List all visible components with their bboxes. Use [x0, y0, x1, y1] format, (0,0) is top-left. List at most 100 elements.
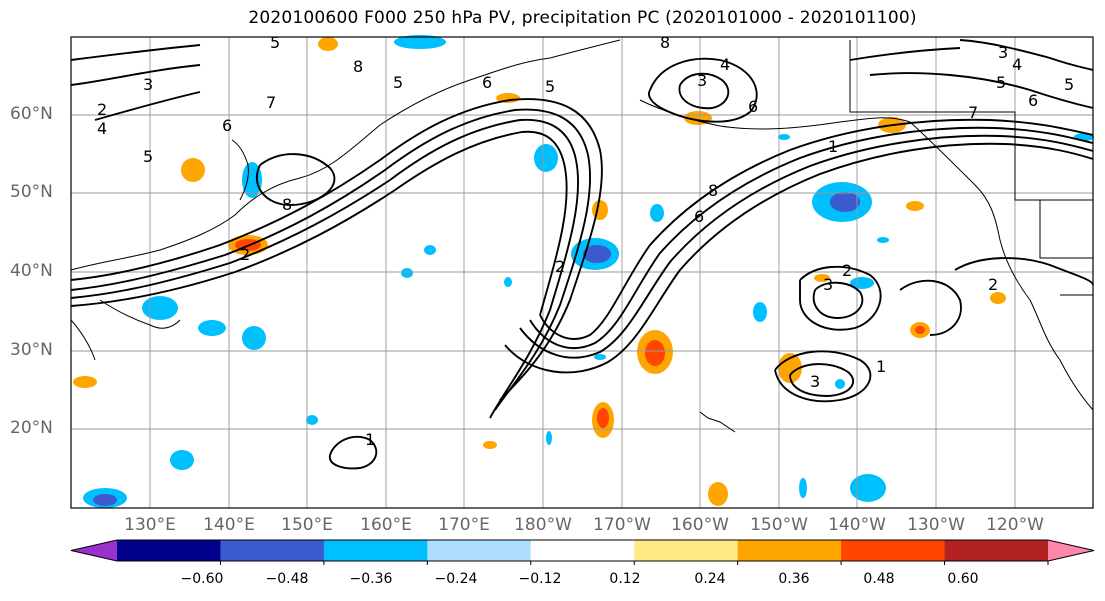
- precip-patch: [830, 192, 860, 212]
- contour-label: 6: [694, 207, 704, 226]
- precip-patch: [850, 277, 874, 289]
- map-title: 2020100600 F000 250 hPa PV, precipitatio…: [248, 8, 917, 28]
- precip-patch: [534, 144, 558, 172]
- lon-label: 160°E: [360, 515, 412, 535]
- precip-patch: [835, 379, 845, 389]
- precip-patch: [93, 494, 117, 506]
- pv-contours: [70, 39, 1094, 470]
- graticule: [71, 37, 1093, 508]
- precip-patch: [318, 37, 338, 51]
- precip-patch: [915, 326, 925, 334]
- contour-label: 6: [482, 73, 492, 92]
- contour-label: 3: [810, 372, 820, 391]
- colorbar-tick-label: 0.24: [694, 571, 726, 587]
- lon-label: 140°E: [203, 515, 255, 535]
- lon-label: 140°W: [828, 515, 886, 535]
- contour-label: 2: [988, 275, 998, 294]
- colorbar-tick-label: −0.36: [349, 571, 393, 587]
- contour-labels: 5 2 4 3 5 6 7 8 8 5 6 5 4 3 6 6 8 1 3 4 …: [97, 33, 1074, 449]
- contour-label: 3: [143, 75, 153, 94]
- precip-patch: [592, 200, 608, 220]
- colorbar-tick-label: 0.36: [778, 571, 810, 587]
- colorbar-segment: [71, 540, 117, 561]
- precip-patch: [583, 245, 611, 263]
- contour-label: 7: [266, 93, 276, 112]
- precip-patch: [850, 474, 886, 502]
- contour-label: 5: [996, 73, 1006, 92]
- lon-label: 170°W: [593, 515, 651, 535]
- map-panel: [71, 37, 1093, 508]
- contour-label: 4: [1012, 55, 1022, 74]
- contour-label: 1: [828, 137, 838, 156]
- precip-patch: [142, 296, 178, 320]
- lon-label: 130°E: [124, 515, 176, 535]
- lat-label: 30°N: [10, 340, 53, 360]
- colorbar-outline: [70, 539, 1095, 562]
- contour-label: 5: [393, 73, 403, 92]
- precip-patch: [181, 158, 205, 182]
- precip-patch: [546, 431, 552, 445]
- lon-label: 150°E: [281, 515, 333, 535]
- precip-patch: [645, 340, 665, 366]
- colorbar-tick-label: −0.12: [518, 571, 562, 587]
- colorbar-tick-label: −0.24: [434, 571, 478, 587]
- colorbar-segment: [944, 540, 1049, 561]
- contour-label: 1: [365, 430, 375, 449]
- colorbar: [70, 539, 1095, 565]
- contour-label: 6: [222, 116, 232, 135]
- contour-label: 3: [697, 71, 707, 90]
- precip-patch: [778, 134, 790, 140]
- contour-label: 5: [143, 147, 153, 166]
- lat-label: 60°N: [10, 104, 53, 124]
- colorbar-tick-label: 0.48: [863, 571, 895, 587]
- precip-patch: [504, 277, 512, 287]
- contour-label: 3: [998, 43, 1008, 62]
- contour-label: 1: [876, 357, 886, 376]
- lon-label: 150°W: [750, 515, 808, 535]
- colorbar-segment: [737, 540, 842, 561]
- contour-label: 8: [353, 57, 363, 76]
- contour-label: 2: [97, 100, 107, 119]
- colorbar-tick-label: −0.48: [265, 571, 309, 587]
- colorbar-segment: [634, 540, 739, 561]
- precip-patch: [650, 204, 664, 222]
- contour-label: 8: [660, 33, 670, 52]
- contour-label: 5: [545, 77, 555, 96]
- precip-patch: [424, 245, 436, 255]
- colorbar-tick-label: 0.12: [609, 571, 641, 587]
- lon-label: 120°W: [986, 515, 1044, 535]
- colorbar-segment: [427, 540, 532, 561]
- contour-label: 2: [842, 261, 852, 280]
- lat-label: 40°N: [10, 261, 53, 281]
- contour-label: 4: [720, 55, 730, 74]
- precip-patch: [597, 408, 609, 428]
- colorbar-segment: [530, 540, 635, 561]
- contour-label: 8: [282, 195, 292, 214]
- precip-patch: [799, 478, 807, 498]
- colorbar-segment: [220, 540, 325, 561]
- precip-patch: [401, 268, 413, 278]
- precip-patch: [242, 326, 266, 350]
- map-frame: [70, 36, 1094, 509]
- lon-label: 180°W: [514, 515, 572, 535]
- colorbar-segment: [1048, 540, 1094, 561]
- contour-label: 5: [1064, 75, 1074, 94]
- contour-label: 6: [748, 97, 758, 116]
- colorbar-segment: [323, 540, 428, 561]
- contour-label: 7: [968, 103, 978, 122]
- contour-label: 2: [240, 245, 250, 264]
- contour-label: 4: [97, 119, 107, 138]
- precip-patch: [814, 274, 830, 282]
- precip-patch: [594, 354, 606, 360]
- contour-label: 5: [270, 33, 280, 52]
- colorbar-tick-label: −0.60: [180, 571, 224, 587]
- precip-patch: [483, 441, 497, 449]
- precip-patch: [753, 302, 767, 322]
- lat-label: 50°N: [10, 182, 53, 202]
- contour-label: 2: [555, 257, 565, 276]
- precip-patch: [198, 320, 226, 336]
- precip-patch: [990, 292, 1006, 304]
- precip-patch: [906, 201, 924, 211]
- colorbar-tick-label: 0.60: [947, 571, 979, 587]
